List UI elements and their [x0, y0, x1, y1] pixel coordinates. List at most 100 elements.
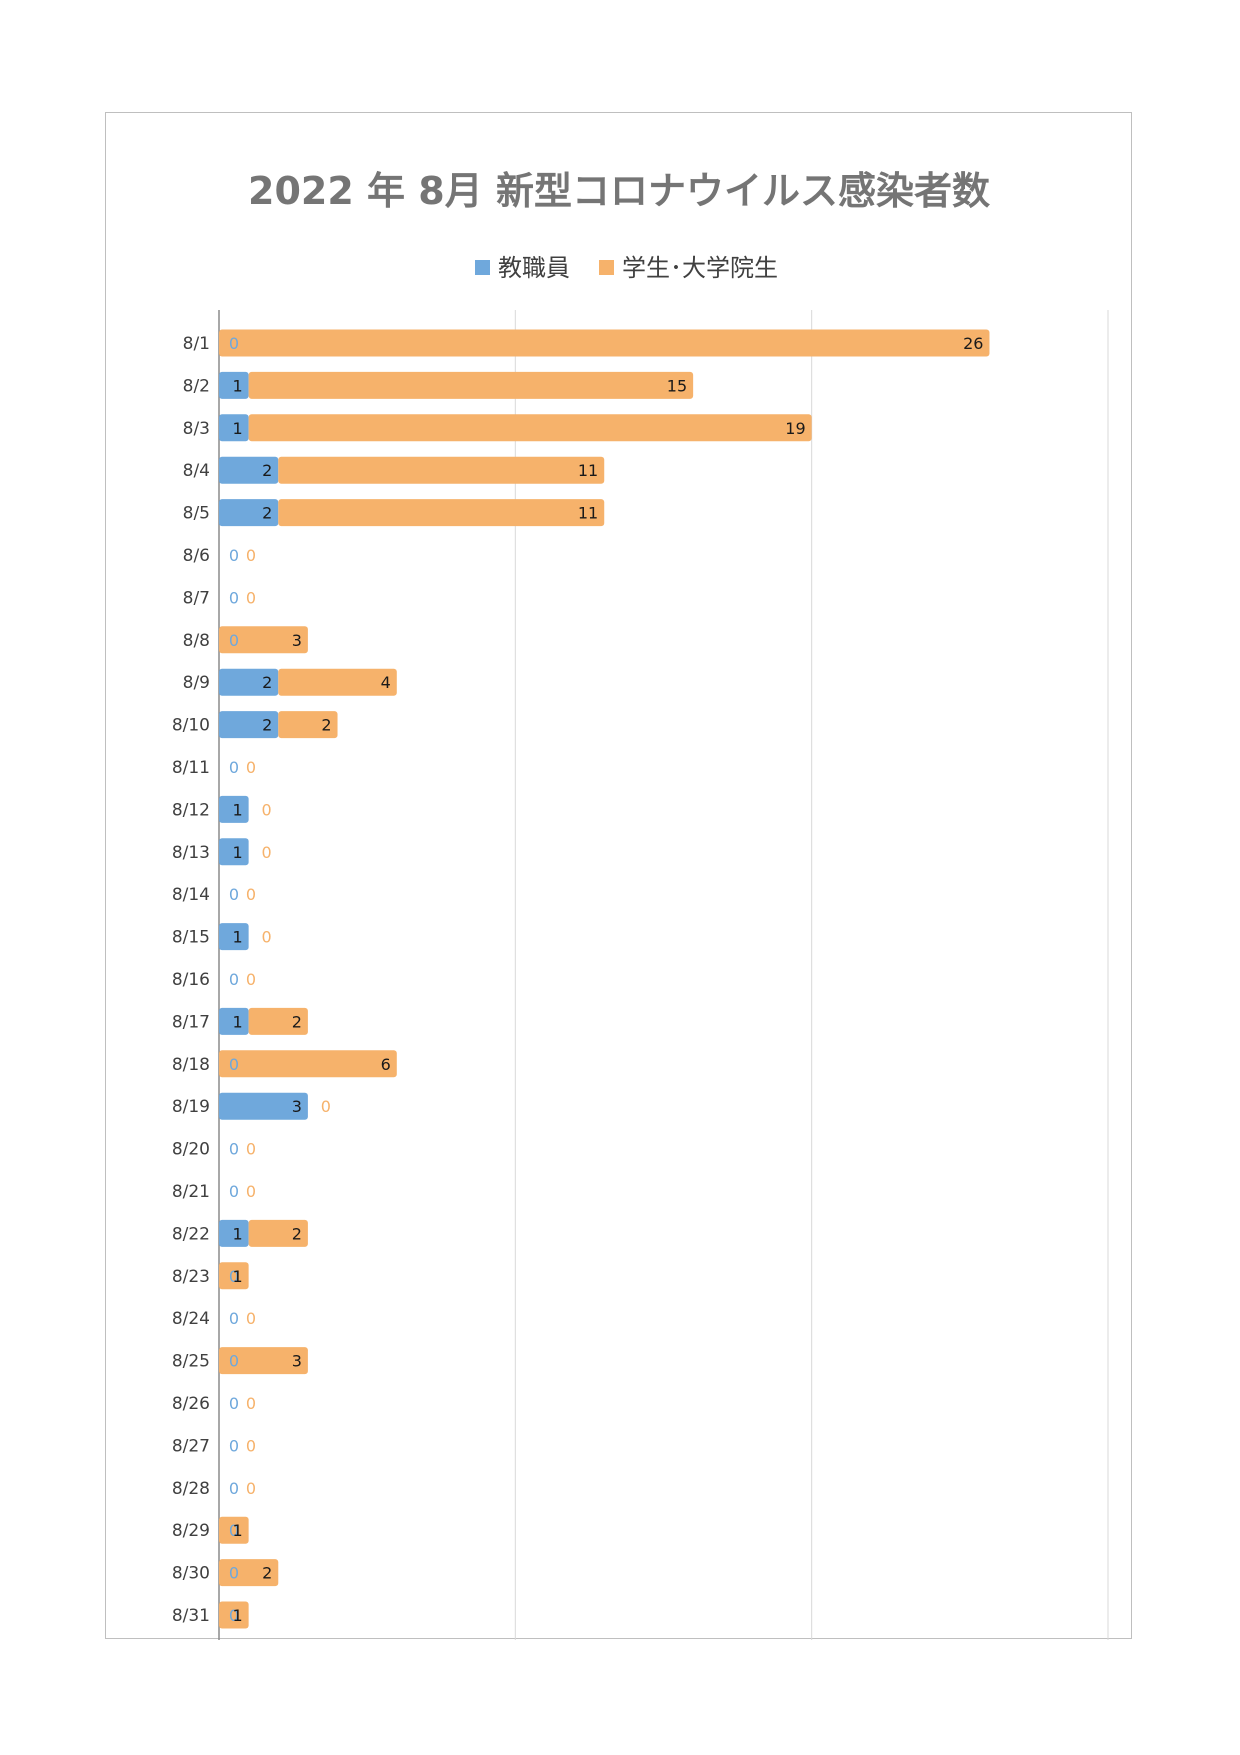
bar-students [278, 456, 605, 484]
category-label: 8/29 [172, 1521, 210, 1541]
category-label: 8/3 [183, 419, 210, 439]
bar-students [278, 711, 338, 739]
bar-staff [219, 414, 249, 442]
value-label-staff: 1 [232, 928, 242, 947]
value-label-staff: 2 [262, 461, 272, 480]
category-label: 8/25 [172, 1352, 210, 1372]
value-label-students: 2 [262, 1564, 272, 1583]
category-label: 8/9 [183, 673, 210, 693]
chart-title: 2022 年 8月 新型コロナウイルス感染者数 [248, 169, 990, 213]
value-label-students: 0 [246, 1140, 256, 1159]
value-label-students: 2 [321, 716, 331, 735]
bar-students [278, 499, 605, 527]
value-label-students: 0 [246, 588, 256, 607]
value-label-staff: 1 [232, 843, 242, 862]
category-label: 8/27 [172, 1436, 210, 1456]
category-label: 8/16 [172, 970, 210, 990]
value-label-students: 3 [292, 631, 302, 650]
chart-frame: 2022 年 8月 新型コロナウイルス感染者数 教職員 学生･大学院生 8/1 8/… [105, 112, 1132, 1640]
bar-students [248, 1007, 308, 1035]
category-label: 8/12 [172, 800, 210, 820]
bar-staff [219, 795, 249, 823]
legend-label-2: 学生･大学院生 [622, 254, 778, 282]
value-label-students: 0 [246, 758, 256, 777]
category-label: 8/10 [172, 716, 210, 736]
bar-staff [219, 1219, 249, 1247]
value-label-students: 11 [578, 461, 598, 480]
value-label-students: 0 [246, 1479, 256, 1498]
value-label-students: 2 [292, 1224, 302, 1243]
value-label-staff: 0 [229, 588, 239, 607]
value-label-staff: 1 [232, 1224, 242, 1243]
value-label-students: 2 [292, 1012, 302, 1031]
bar-staff [219, 1092, 308, 1120]
category-label: 8/1 [183, 334, 210, 354]
legend: 教職員 学生･大学院生 [475, 254, 778, 282]
bar-staff [219, 456, 279, 484]
value-label-staff: 0 [229, 1436, 239, 1455]
category-label: 8/26 [172, 1394, 210, 1414]
value-label-students: 11 [578, 504, 598, 523]
bars [219, 329, 990, 1629]
bar-students [219, 1559, 279, 1587]
value-label-staff: 0 [229, 1055, 239, 1074]
value-label-staff: 0 [229, 1606, 239, 1625]
value-label-staff: 0 [229, 758, 239, 777]
value-label-staff: 2 [262, 673, 272, 692]
value-label-staff: 1 [232, 419, 242, 438]
bar-students [219, 1262, 249, 1290]
value-label-students: 15 [667, 376, 687, 395]
bar-staff [219, 499, 279, 527]
value-label-students: 19 [785, 419, 805, 438]
value-label-staff: 1 [232, 1012, 242, 1031]
bar-students [278, 668, 397, 696]
category-label: 8/14 [172, 885, 210, 905]
bar-students [219, 1347, 308, 1375]
value-label-staff: 1 [232, 376, 242, 395]
value-label-students: 0 [262, 800, 272, 819]
bar-students [219, 1516, 249, 1544]
value-label-students: 1 [232, 1521, 242, 1540]
category-label: 8/6 [183, 546, 210, 566]
value-label-staff: 0 [229, 546, 239, 565]
category-label: 8/28 [172, 1479, 210, 1499]
chart-svg: 2022 年 8月 新型コロナウイルス感染者数 教職員 学生･大学院生 8/1 8/… [172, 169, 1109, 1640]
category-label: 8/19 [172, 1097, 210, 1117]
value-label-staff: 0 [229, 1479, 239, 1498]
category-label: 8/5 [183, 504, 210, 524]
value-label-staff: 0 [229, 1564, 239, 1583]
bar-students [219, 329, 990, 357]
value-label-staff: 0 [229, 1352, 239, 1371]
category-label: 8/21 [172, 1182, 210, 1202]
bar-staff [219, 838, 249, 866]
value-label-students: 1 [232, 1606, 242, 1625]
category-label: 8/24 [172, 1309, 210, 1329]
value-label-staff: 3 [292, 1097, 302, 1116]
value-label-staff: 0 [229, 1267, 239, 1286]
value-label-staff: 0 [229, 1182, 239, 1201]
value-label-staff: 1 [232, 800, 242, 819]
value-label-staff: 0 [229, 1140, 239, 1159]
bar-staff [219, 923, 249, 951]
category-label: 8/17 [172, 1012, 210, 1032]
category-label: 8/7 [183, 588, 210, 608]
value-label-students: 0 [246, 1182, 256, 1201]
value-label-students: 4 [381, 673, 391, 692]
bar-students [248, 414, 812, 442]
legend-swatch-2 [599, 260, 614, 275]
category-label: 8/18 [172, 1055, 210, 1075]
bar-staff [219, 371, 249, 399]
value-label-staff: 2 [262, 716, 272, 735]
value-label-staff: 0 [229, 631, 239, 650]
bar-students [248, 1219, 308, 1247]
category-label: 8/20 [172, 1140, 210, 1160]
category-label: 8/13 [172, 843, 210, 863]
bar-students [219, 626, 308, 654]
category-label: 8/15 [172, 928, 210, 948]
legend-swatch-1 [475, 260, 490, 275]
value-label-students: 0 [321, 1097, 331, 1116]
value-label-students: 0 [246, 970, 256, 989]
value-label-students: 26 [963, 334, 983, 353]
category-labels: 8/1 8/2 8/3 8/4 8/5 8/6 8/7 8/8 8/9 8/10 8/11 8/12 8… [172, 334, 210, 1626]
value-label-students: 0 [262, 928, 272, 947]
